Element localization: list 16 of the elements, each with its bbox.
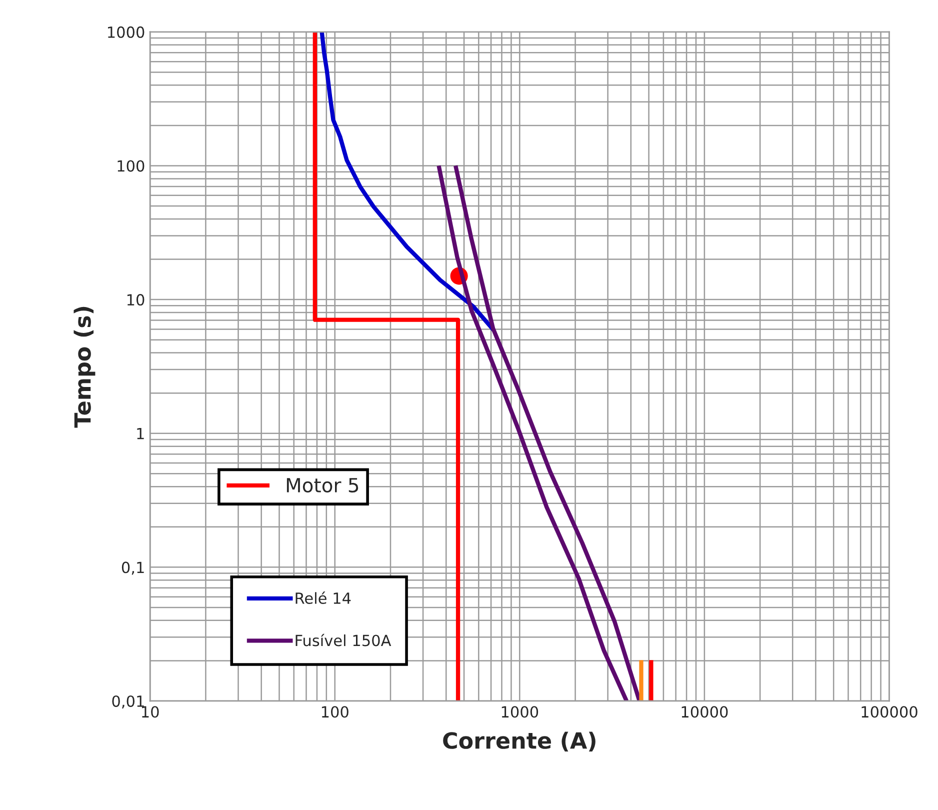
x-tick-label: 100 [322,706,348,718]
x-tick-label: 100000 [862,706,918,718]
y-tick-label: 0,1 [122,562,144,575]
x-axis-title: Corrente (A) [443,732,596,752]
y-tick-label: 10 [127,294,144,306]
y-tick-label: 1000 [108,26,144,38]
y-tick-label: 100 [118,160,144,172]
y-tick-label: 0,01 [112,695,144,709]
legend-label: Fusível 150A [296,634,392,646]
y-tick-label: 1 [137,428,144,440]
legend-label: Relé 14 [296,592,351,604]
y-axis-title: Tempo (s) [74,306,96,428]
x-tick-label: 10000 [682,706,728,718]
x-tick-label: 10 [142,706,159,718]
x-tick-label: 1000 [502,706,538,718]
legend-label: Motor 5 [286,478,358,493]
